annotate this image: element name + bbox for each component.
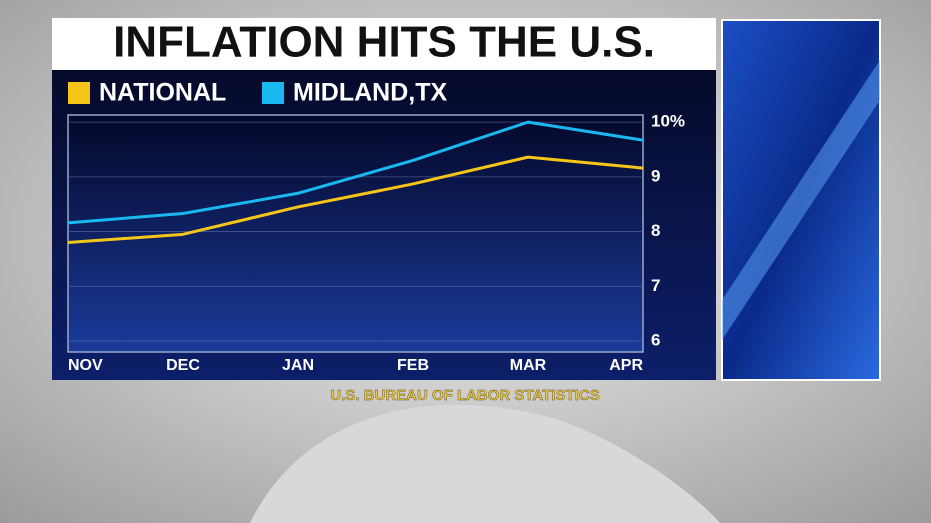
x-tick-label: DEC — [166, 357, 200, 374]
series-line — [67, 120, 644, 225]
y-tick-label: 10% — [651, 112, 685, 131]
side-streak — [722, 60, 880, 340]
title-box — [52, 18, 716, 70]
legend-swatch — [68, 82, 90, 104]
series-line — [67, 155, 644, 245]
chart-title: INFLATION HITS THE U.S. — [113, 18, 655, 67]
x-tick-label: APR — [609, 357, 643, 374]
x-tick-label: JAN — [282, 357, 314, 374]
y-tick-label: 9 — [651, 166, 660, 185]
x-tick-label: FEB — [397, 357, 429, 374]
y-tick-label: 8 — [651, 221, 660, 240]
legend-label: NATIONAL — [99, 79, 226, 107]
legend-swatch — [262, 82, 284, 104]
map-decoration — [250, 404, 720, 523]
y-tick-label: 6 — [651, 331, 660, 350]
y-tick-label: 7 — [651, 276, 660, 295]
x-tick-label: NOV — [68, 357, 103, 374]
x-tick-label: MAR — [510, 357, 547, 374]
plot-area — [67, 114, 644, 353]
source: U.S. BUREAU OF LABOR STATISTICS — [330, 387, 599, 404]
legend-label: MIDLAND,TX — [293, 79, 447, 107]
